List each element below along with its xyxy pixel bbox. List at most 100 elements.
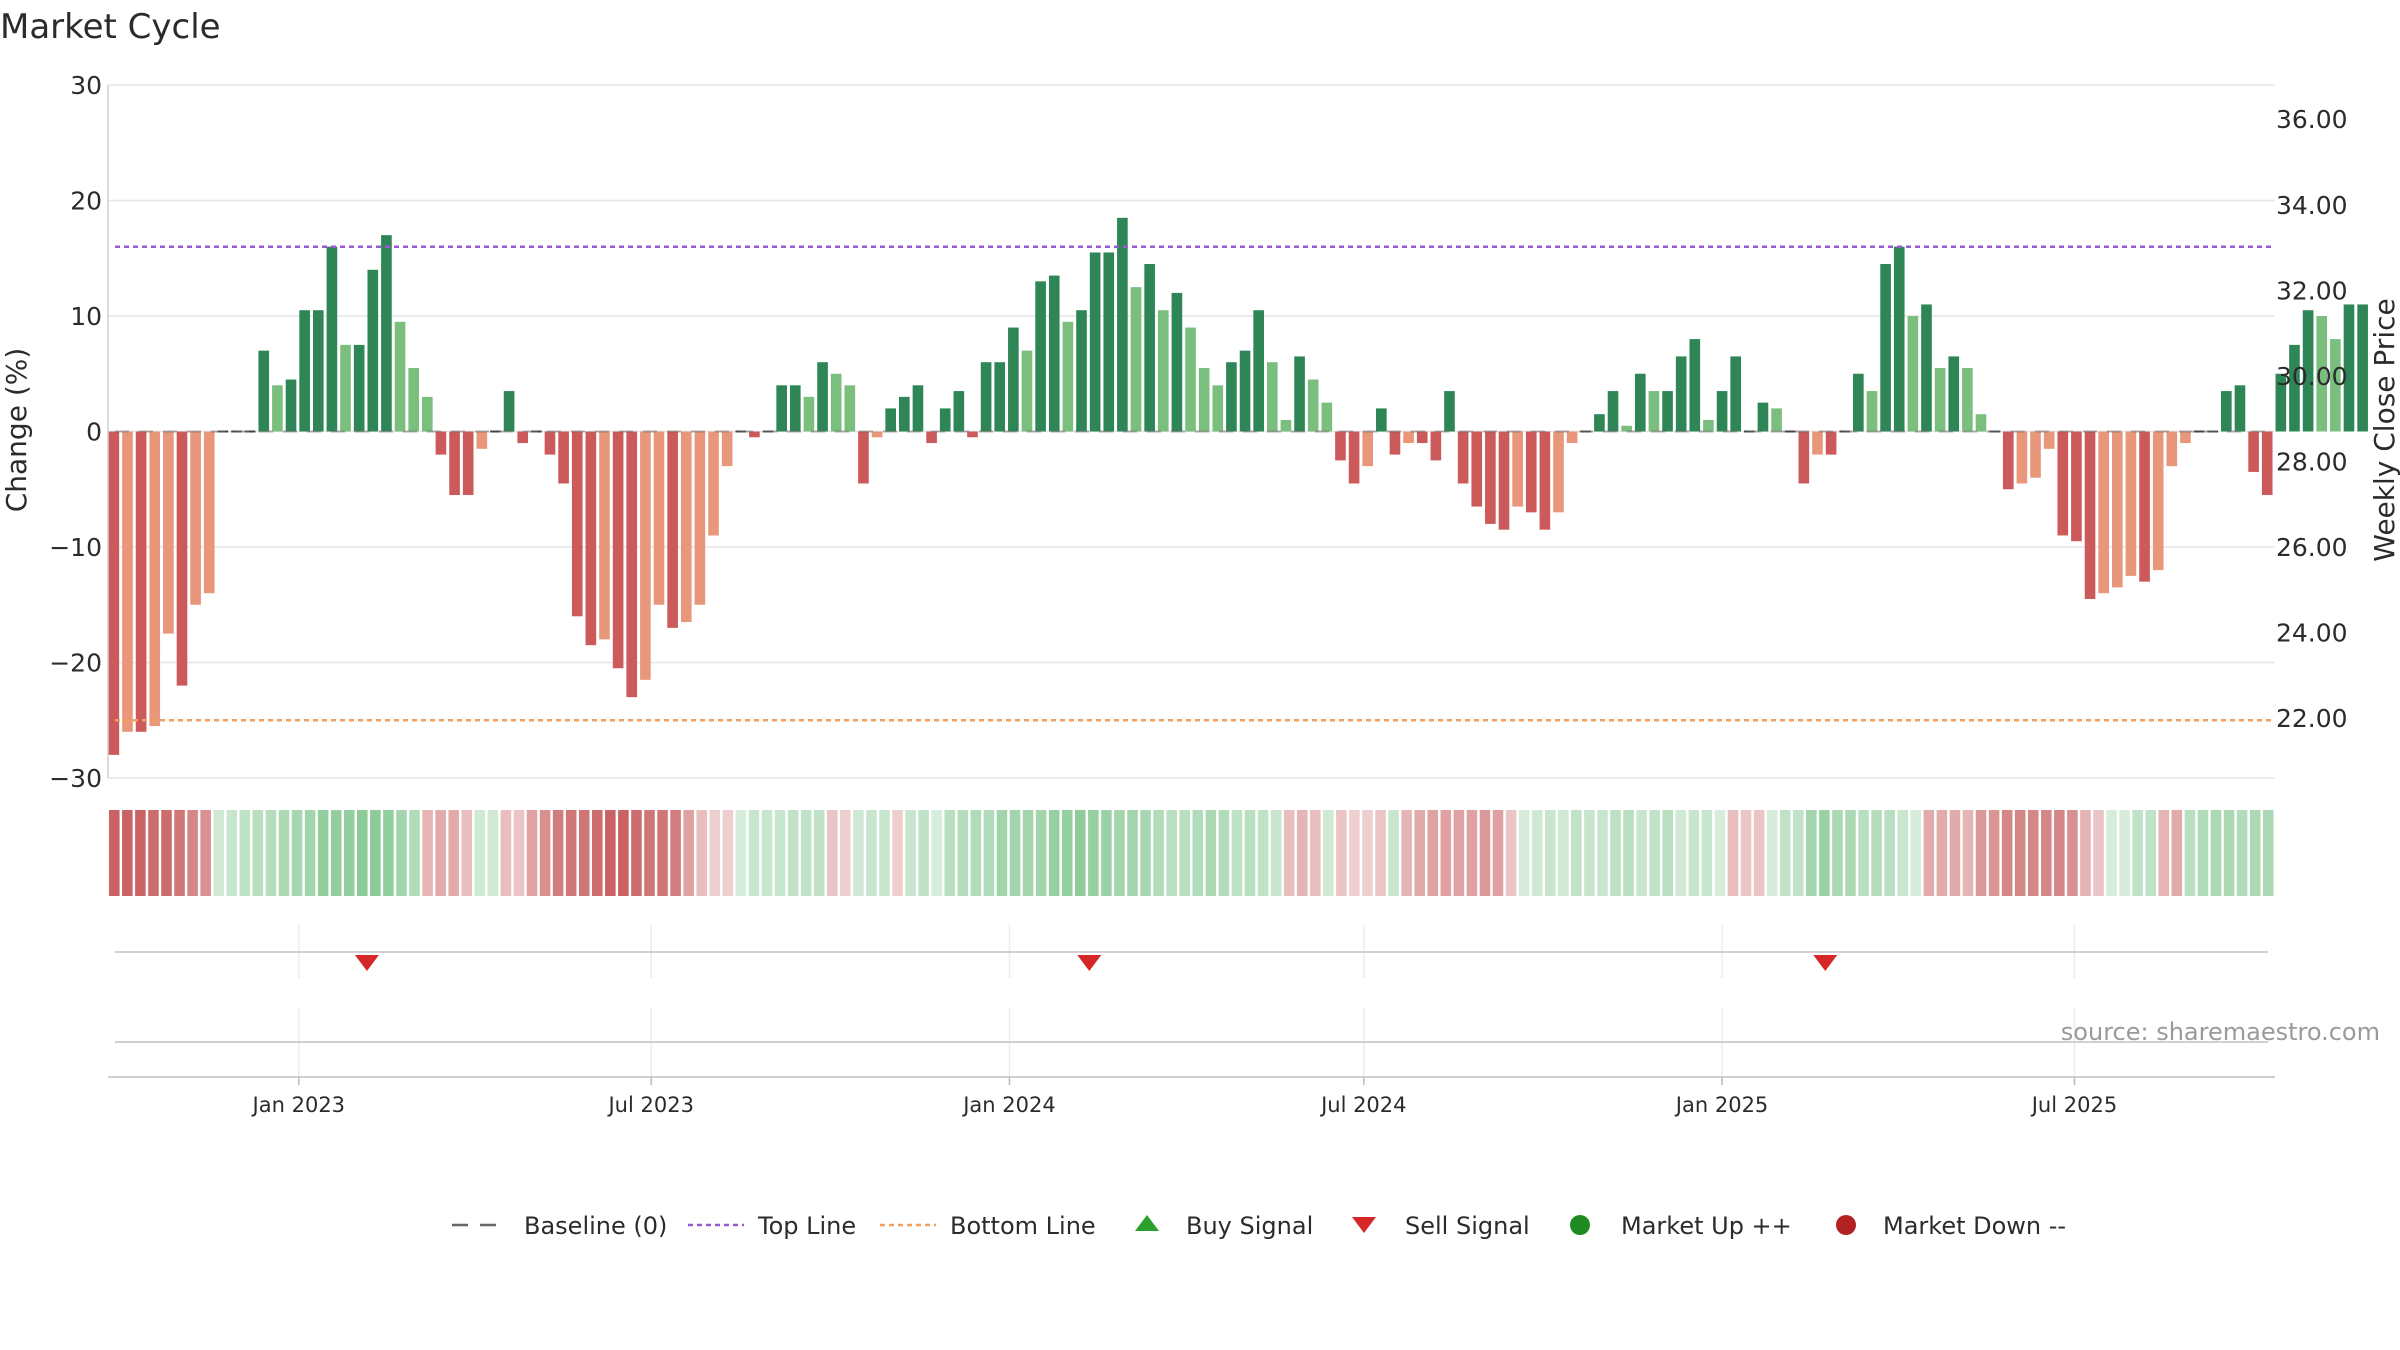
band-cell — [1597, 810, 1608, 896]
band-cell — [252, 810, 264, 896]
bar — [1825, 431, 1837, 455]
bar — [1389, 431, 1401, 455]
bar — [2343, 304, 2355, 432]
band-cell — [265, 810, 277, 896]
bar — [1689, 339, 1701, 432]
bar — [1730, 356, 1742, 432]
bar — [1416, 431, 1428, 444]
bar — [1089, 252, 1101, 432]
bar — [1485, 431, 1496, 524]
band-cell — [1440, 810, 1452, 896]
triangle-down-icon — [1352, 1217, 1376, 1233]
band-cell — [435, 810, 446, 896]
bar — [1144, 264, 1155, 432]
band-cell — [892, 810, 903, 896]
bar — [1035, 281, 1046, 432]
x-tick-label: Jul 2025 — [2030, 1093, 2117, 1117]
bar — [449, 431, 460, 496]
band-cell — [774, 810, 786, 896]
bar — [149, 431, 161, 727]
band-cell — [644, 810, 655, 896]
band-cell — [800, 810, 812, 896]
y-right-tick-label: 32.00 — [2276, 276, 2348, 305]
band-cell — [2158, 810, 2170, 896]
sell-signal-marker — [354, 955, 379, 971]
band-cell — [2262, 810, 2274, 896]
band-cell — [1910, 810, 1922, 896]
band-cell — [1231, 810, 1243, 896]
band-cell — [1153, 810, 1164, 896]
bar — [1553, 431, 1564, 513]
band-cell — [1336, 810, 1347, 896]
bar — [394, 321, 406, 432]
band-cell — [383, 810, 394, 896]
bar — [108, 431, 120, 755]
sell-signal-marker — [1077, 955, 1102, 971]
band-cell — [996, 810, 1008, 896]
bar — [789, 385, 801, 432]
bar — [2221, 391, 2232, 432]
band-cell — [1061, 810, 1073, 896]
band-cell — [1257, 810, 1269, 896]
band-cell — [1923, 810, 1935, 896]
bar — [1171, 292, 1183, 432]
bars-layer — [108, 217, 2368, 755]
band-cell — [409, 810, 420, 896]
chart-title: Market Cycle — [0, 7, 221, 47]
bar — [1880, 264, 1891, 432]
band-cell — [526, 810, 538, 896]
bar — [203, 431, 215, 594]
bar — [1703, 419, 1714, 432]
band-cell — [148, 810, 159, 896]
bar — [2234, 385, 2246, 432]
band-cell — [709, 810, 721, 896]
band-cell — [1779, 810, 1791, 896]
bar — [1280, 419, 1292, 432]
bar — [885, 408, 897, 432]
bar — [2057, 431, 2069, 536]
band-cell — [1283, 810, 1295, 896]
bar — [1362, 431, 1374, 467]
bar — [135, 431, 147, 732]
band-cell — [1936, 810, 1948, 896]
bar — [2289, 344, 2300, 432]
bar — [2030, 431, 2041, 478]
band-cell — [1949, 810, 1961, 896]
band-cell — [1048, 810, 1060, 896]
bar — [912, 385, 924, 432]
bar — [2098, 431, 2109, 594]
legend-label: Market Up ++ — [1621, 1212, 1792, 1240]
bar — [2071, 431, 2082, 542]
band-cell — [1401, 810, 1412, 896]
bar — [421, 396, 433, 432]
x-tick-label: Jan 2025 — [1674, 1093, 1769, 1117]
bar — [1594, 414, 1605, 432]
y-right-tick-label: 34.00 — [2276, 191, 2348, 220]
bar — [967, 431, 978, 438]
band-cell — [1975, 810, 1987, 896]
band-cell — [735, 810, 747, 896]
band-cell — [1166, 810, 1177, 896]
band-cell — [461, 810, 473, 896]
band-cell — [592, 810, 603, 896]
band-cell — [866, 810, 877, 896]
band-cell — [1766, 810, 1778, 896]
band-cell — [357, 810, 368, 896]
triangle-up-icon — [1135, 1215, 1159, 1231]
band-cell — [931, 810, 942, 896]
band-cell — [1544, 810, 1556, 896]
band-cell — [1309, 810, 1321, 896]
legend-label: Market Down -- — [1883, 1212, 2066, 1240]
band-cell — [2132, 810, 2143, 896]
band-cell — [2067, 810, 2078, 896]
bar — [1266, 362, 1278, 432]
band-cell — [161, 810, 172, 896]
bar — [830, 373, 842, 432]
bar — [503, 391, 515, 432]
band-cell — [1845, 810, 1856, 896]
band-cell — [840, 810, 851, 896]
band-cell — [1492, 810, 1504, 896]
y-tick-label: −30 — [49, 764, 102, 793]
band-cell — [291, 810, 303, 896]
band-cell — [605, 810, 616, 896]
